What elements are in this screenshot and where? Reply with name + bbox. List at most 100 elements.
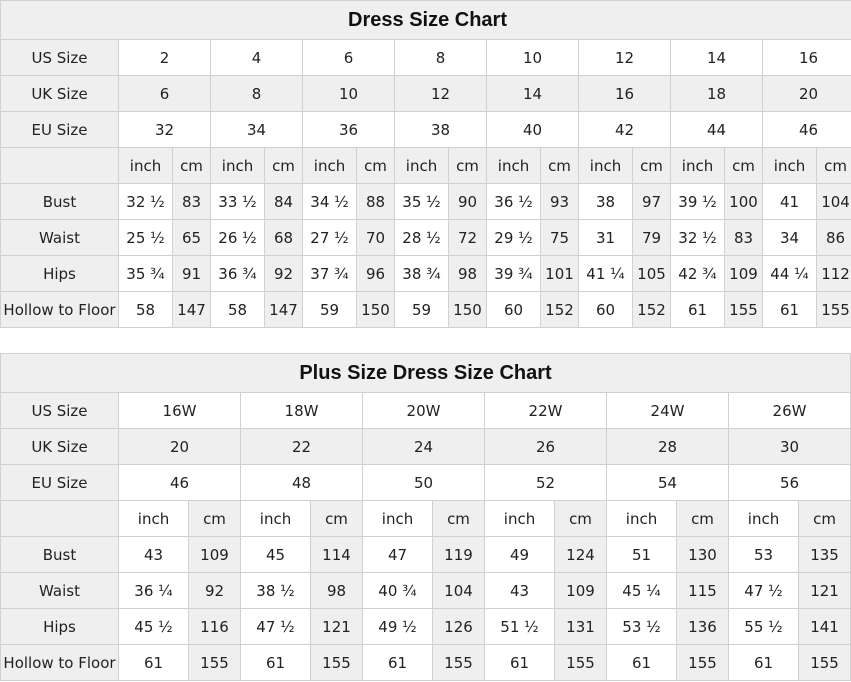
table-title: Dress Size Chart xyxy=(0,0,851,40)
cm-value-cell: 104 xyxy=(432,572,485,609)
row-label: Bust xyxy=(0,183,119,220)
eu-size-cell: 56 xyxy=(727,464,851,501)
uk-size-cell: 24 xyxy=(362,428,485,465)
cm-value-cell: 96 xyxy=(356,255,395,292)
cm-value-cell: 155 xyxy=(797,644,851,681)
uk-size-cell: 26 xyxy=(484,428,607,465)
cm-value-cell: 109 xyxy=(188,536,241,573)
cm-value-cell: 104 xyxy=(815,183,851,220)
inch-value-cell: 43 xyxy=(118,536,189,573)
row-label: Hips xyxy=(0,608,119,645)
cm-value-cell: 130 xyxy=(676,536,729,573)
row-label: Hollow to Floor xyxy=(0,644,119,681)
uk-size-cell: 6 xyxy=(118,75,211,112)
eu-size-cell: 44 xyxy=(670,111,763,148)
inch-value-cell: 35 ½ xyxy=(394,183,449,220)
inch-value-cell: 53 xyxy=(728,536,799,573)
inch-value-cell: 43 xyxy=(484,572,555,609)
inch-value-cell: 33 ½ xyxy=(210,183,265,220)
cm-value-cell: 90 xyxy=(448,183,487,220)
inch-value-cell: 28 ½ xyxy=(394,219,449,256)
cm-value-cell: 109 xyxy=(724,255,763,292)
cm-value-cell: 150 xyxy=(356,291,395,328)
inch-value-cell: 38 ½ xyxy=(240,572,311,609)
inch-value-cell: 61 xyxy=(728,644,799,681)
uk-size-cell: 10 xyxy=(302,75,395,112)
unit-inch-header: inch xyxy=(118,500,189,537)
inch-value-cell: 36 ¾ xyxy=(210,255,265,292)
row-label: Waist xyxy=(0,572,119,609)
inch-value-cell: 61 xyxy=(670,291,725,328)
eu-size-row: EU Size 46 48 50 52 54 56 xyxy=(0,464,851,501)
cm-value-cell: 155 xyxy=(815,291,851,328)
uk-size-row: UK Size 20 22 24 26 28 30 xyxy=(0,428,851,465)
uk-size-cell: 28 xyxy=(606,428,729,465)
eu-size-cell: 46 xyxy=(761,111,851,148)
cm-value-cell: 83 xyxy=(724,219,763,256)
inch-value-cell: 41 ¼ xyxy=(578,255,633,292)
uk-size-cell: 20 xyxy=(118,428,241,465)
inch-value-cell: 49 xyxy=(484,536,555,573)
inch-value-cell: 36 ¼ xyxy=(118,572,189,609)
uk-size-cell: 12 xyxy=(394,75,487,112)
unit-inch-header: inch xyxy=(670,147,725,184)
inch-value-cell: 37 ¾ xyxy=(302,255,357,292)
cm-value-cell: 86 xyxy=(815,219,851,256)
inch-value-cell: 25 ½ xyxy=(118,219,173,256)
unit-cm-header: cm xyxy=(632,147,671,184)
inch-value-cell: 53 ½ xyxy=(606,608,677,645)
unit-cm-header: cm xyxy=(797,500,851,537)
eu-size-cell: 54 xyxy=(606,464,729,501)
cm-value-cell: 147 xyxy=(172,291,211,328)
cm-value-cell: 72 xyxy=(448,219,487,256)
eu-size-row: EU Size 32 34 36 38 40 42 44 46 xyxy=(0,111,851,148)
measurement-row: Bust 32 ½ 83 33 ½ 84 34 ½ 88 35 ½ 90 36 ½ 93 38 97 39… xyxy=(0,183,851,220)
inch-value-cell: 27 ½ xyxy=(302,219,357,256)
us-size-cell: 6 xyxy=(302,39,395,76)
us-size-cell: 14 xyxy=(670,39,763,76)
us-size-cell: 10 xyxy=(486,39,579,76)
uk-size-cell: 22 xyxy=(240,428,363,465)
inch-value-cell: 60 xyxy=(486,291,541,328)
unit-inch-header: inch xyxy=(302,147,357,184)
cm-value-cell: 93 xyxy=(540,183,579,220)
cm-value-cell: 155 xyxy=(724,291,763,328)
inch-value-cell: 59 xyxy=(302,291,357,328)
inch-value-cell: 45 ¼ xyxy=(606,572,677,609)
unit-inch-header: inch xyxy=(394,147,449,184)
cm-value-cell: 155 xyxy=(676,644,729,681)
cm-value-cell: 155 xyxy=(432,644,485,681)
row-label: EU Size xyxy=(0,464,119,501)
cm-value-cell: 147 xyxy=(264,291,303,328)
eu-size-cell: 50 xyxy=(362,464,485,501)
cm-value-cell: 91 xyxy=(172,255,211,292)
cm-value-cell: 79 xyxy=(632,219,671,256)
inch-value-cell: 26 ½ xyxy=(210,219,265,256)
unit-cm-header: cm xyxy=(676,500,729,537)
inch-value-cell: 55 ½ xyxy=(728,608,799,645)
eu-size-cell: 32 xyxy=(118,111,211,148)
inch-value-cell: 61 xyxy=(484,644,555,681)
inch-value-cell: 32 ½ xyxy=(118,183,173,220)
cm-value-cell: 116 xyxy=(188,608,241,645)
unit-cm-header: cm xyxy=(310,500,363,537)
eu-size-cell: 52 xyxy=(484,464,607,501)
inch-value-cell: 60 xyxy=(578,291,633,328)
cm-value-cell: 124 xyxy=(554,536,607,573)
cm-value-cell: 101 xyxy=(540,255,579,292)
us-size-cell: 20W xyxy=(362,392,485,429)
us-size-cell: 18W xyxy=(240,392,363,429)
eu-size-cell: 46 xyxy=(118,464,241,501)
inch-value-cell: 51 xyxy=(606,536,677,573)
cm-value-cell: 65 xyxy=(172,219,211,256)
cm-value-cell: 155 xyxy=(188,644,241,681)
row-label: Bust xyxy=(0,536,119,573)
inch-value-cell: 36 ½ xyxy=(486,183,541,220)
inch-value-cell: 61 xyxy=(762,291,817,328)
eu-size-cell: 36 xyxy=(302,111,395,148)
cm-value-cell: 135 xyxy=(797,536,851,573)
inch-value-cell: 35 ¾ xyxy=(118,255,173,292)
us-size-row: US Size 2 4 6 8 10 12 14 16 xyxy=(0,39,851,76)
inch-value-cell: 61 xyxy=(118,644,189,681)
